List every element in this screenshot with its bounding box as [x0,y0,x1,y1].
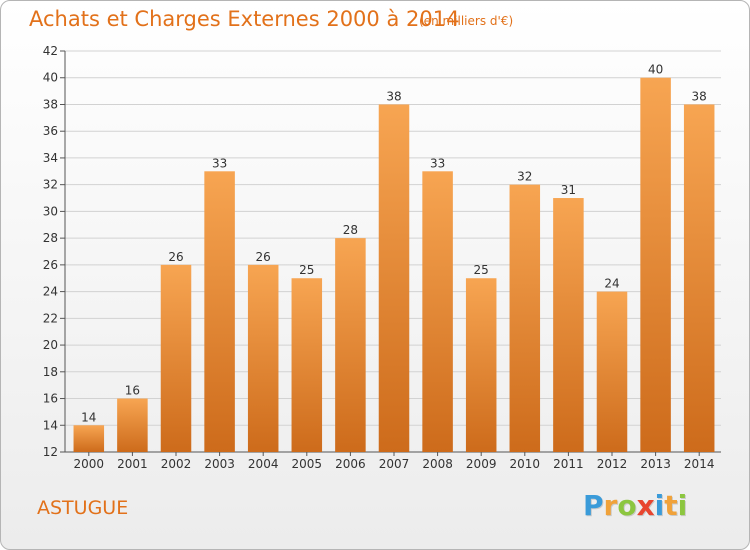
y-tick-label: 42 [43,44,58,58]
y-tick-label: 20 [43,338,58,352]
x-tick-label: 2010 [510,457,541,471]
data-label: 16 [125,384,140,398]
data-label: 38 [692,89,707,103]
logo-letter: o [617,489,637,522]
data-label: 25 [299,263,314,277]
y-tick-label: 24 [43,285,58,299]
data-label: 33 [212,156,227,170]
y-tick-label: 14 [43,418,58,432]
place-name: ASTUGUE [37,497,129,519]
x-tick-label: 2007 [379,457,410,471]
bar-2000 [73,425,105,452]
bar-2004 [247,264,279,452]
y-tick-label: 22 [43,311,58,325]
data-label: 25 [474,263,489,277]
y-tick-label: 16 [43,392,58,406]
data-label: 40 [648,63,663,77]
y-tick-label: 30 [43,204,58,218]
data-label: 31 [561,183,576,197]
x-tick-label: 2001 [117,457,148,471]
chart-title: Achats et Charges Externes 2000 à 2014 [29,7,460,31]
bar-2010 [509,184,541,452]
data-label: 14 [81,410,96,424]
x-tick-label: 2002 [161,457,192,471]
y-tick-label: 28 [43,231,58,245]
bar-2009 [465,278,497,452]
data-label: 28 [343,223,358,237]
data-label: 33 [430,156,445,170]
bar-2003 [204,171,235,453]
bar-2001 [117,398,148,452]
data-label: 26 [256,250,271,264]
logo-letter: i [654,489,665,522]
logo-letter: x [636,489,655,522]
x-tick-label: 2000 [74,457,105,471]
bar-2006 [335,238,366,452]
axes: 12 14 16 18 20 22 24 26 28 30 32 34 36 38 40 42 2000 2001… [43,44,721,471]
x-tick-label: 2005 [292,457,323,471]
y-tick-label: 18 [43,365,58,379]
bar-2005 [291,278,323,452]
data-label: 26 [168,250,183,264]
logo-letter: i [677,489,688,522]
x-tick-label: 2011 [553,457,584,471]
bar-2013 [640,77,671,452]
y-tick-label: 32 [43,178,58,192]
labels: 14 16 26 33 26 25 28 38 33 25 32 31 24 40 38 [81,63,707,425]
bar-2011 [553,198,584,452]
data-label: 24 [604,277,619,291]
logo-letter: P [583,489,604,522]
y-tick-label: 36 [43,124,58,138]
x-tick-label: 2009 [466,457,497,471]
proxiti-logo[interactable]: Proxiti [583,489,687,522]
x-tick-label: 2008 [422,457,453,471]
x-tick-label: 2012 [597,457,628,471]
logo-letter: t [664,489,678,522]
x-tick-label: 2014 [684,457,715,471]
data-label: 32 [517,170,532,184]
x-tick-label: 2006 [335,457,366,471]
bar-2012 [596,291,628,452]
y-tick-label: 26 [43,258,58,272]
bar-2002 [160,264,192,452]
logo-letter: r [603,489,618,522]
bar-2014 [683,104,715,452]
bar-2007 [378,104,410,452]
x-tick-label: 2004 [248,457,279,471]
x-tick-label: 2003 [204,457,235,471]
chart-subtitle: (en milliers d'€) [419,14,514,28]
y-tick-label: 38 [43,97,58,111]
y-tick-label: 40 [43,71,58,85]
y-tick-label: 34 [43,151,58,165]
bars [73,77,715,453]
x-tick-label: 2013 [640,457,671,471]
data-label: 38 [386,89,401,103]
y-tick-label: 12 [43,445,58,459]
bar-2008 [422,171,453,453]
